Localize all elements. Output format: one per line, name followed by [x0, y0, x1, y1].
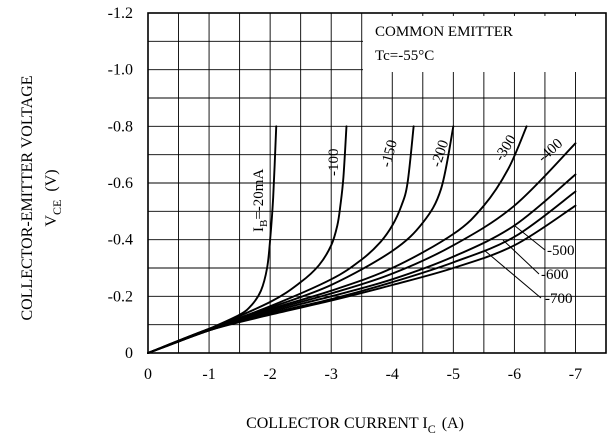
annotation-line-1: COMMON EMITTER: [375, 24, 513, 40]
x-axis-title-unit: (A): [442, 415, 464, 432]
annotation-box: [363, 16, 606, 72]
x-tick-label: -5: [447, 366, 460, 383]
y-tick-label: -0.8: [108, 118, 133, 135]
leader-line-700: [483, 249, 542, 299]
curve-label-600: -600: [541, 267, 569, 283]
x-axis-title-main: COLLECTOR CURRENT I: [246, 415, 428, 432]
y-axis-title-line-1: COLLECTOR-EMITTER VOLTAGE: [19, 75, 36, 320]
y-axis-title-line-2: VCE (V): [43, 169, 64, 226]
curve-label-20ma-rest: =-20mA: [251, 169, 267, 220]
y-axis-title-sub: CE: [50, 200, 64, 215]
curve-label-700: -700: [545, 291, 573, 307]
series-line-4: [147, 125, 528, 354]
curves: [147, 125, 577, 354]
plot-frame: [147, 12, 607, 354]
annotation-line-2: Tc=-55°C: [375, 48, 434, 64]
y-tick-label: -1.0: [108, 62, 133, 79]
y-tick-label: 0: [125, 345, 133, 362]
curve-label-150: -150: [378, 138, 401, 169]
curve-label-20ma-main: I: [251, 227, 267, 232]
tick-labels: 0 -1 -2 -3 -4 -5 -6 -7 0 -0.2 -0.4 -0.6 -0.8 -1.0 -1.2: [108, 5, 582, 383]
y-tick-label: -1.2: [108, 5, 133, 22]
y-axis-title-unit: (V): [43, 169, 60, 191]
y-tick-label: -0.6: [108, 175, 133, 192]
y-tick-label: -0.4: [108, 232, 133, 249]
curve-label-20ma: IB=-20mA: [251, 169, 270, 232]
y-axis-title-main: V: [43, 215, 60, 227]
x-tick-label: -3: [325, 366, 338, 383]
series-line-1: [147, 125, 348, 354]
curve-label-100: -100: [326, 149, 342, 177]
x-tick-label: -2: [263, 366, 276, 383]
x-tick-label: -1: [202, 366, 215, 383]
x-tick-label: -4: [386, 366, 399, 383]
x-axis-title: COLLECTOR CURRENT IC (A): [246, 415, 464, 436]
x-tick-label: 0: [144, 366, 152, 383]
x-tick-label: -6: [508, 366, 521, 383]
curve-label-300: -300: [492, 132, 520, 164]
curve-label-400: -400: [535, 136, 566, 166]
leader-line-500: [514, 225, 546, 251]
y-tick-label: -0.2: [108, 288, 133, 305]
leader-line-600: [502, 239, 540, 275]
x-axis-title-sub: C: [428, 422, 436, 436]
x-tick-label: -7: [569, 366, 582, 383]
curve-label-200: -200: [429, 138, 453, 169]
grid: [148, 13, 606, 353]
curve-label-20ma-sub: B: [258, 220, 270, 227]
curve-label-500: -500: [547, 243, 575, 259]
series-line-8: [147, 204, 577, 354]
